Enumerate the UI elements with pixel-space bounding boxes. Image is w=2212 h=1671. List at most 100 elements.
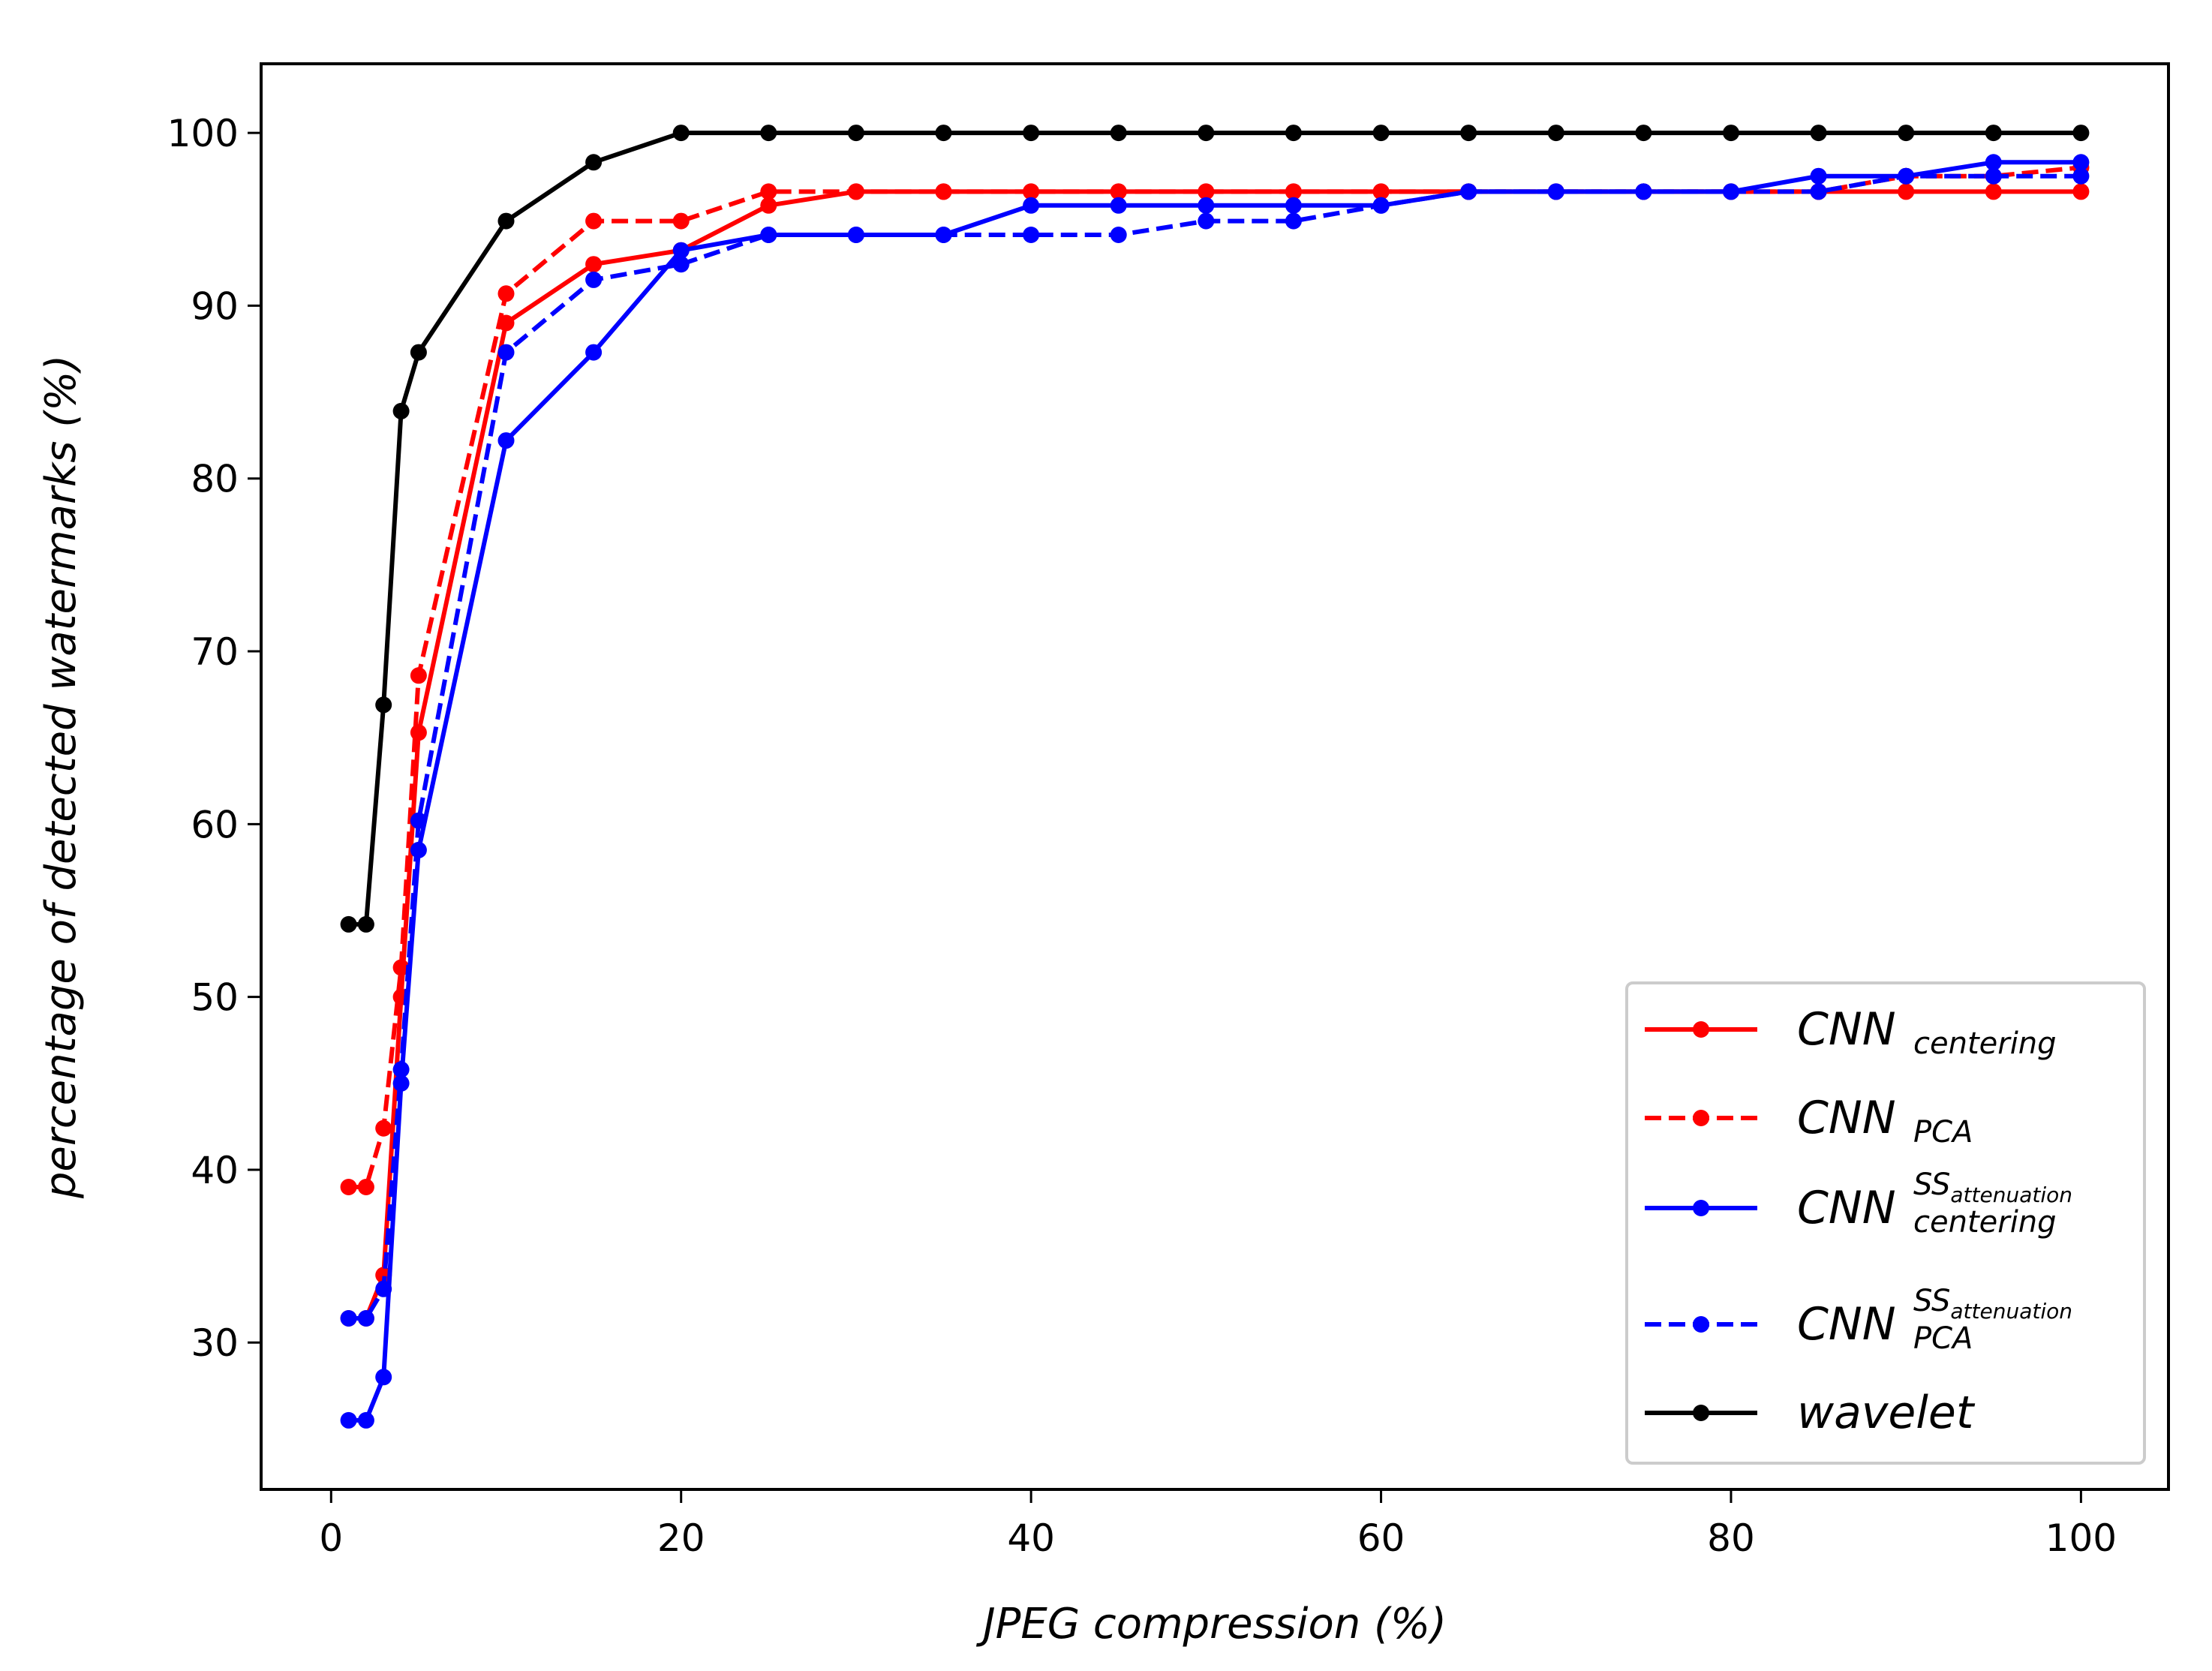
legend-label: CNN centering	[1797, 1003, 2057, 1061]
legend-label-base: wavelet	[1797, 1387, 1976, 1439]
legend-label: CNN PCA	[1797, 1092, 1973, 1150]
data-point	[1898, 125, 1915, 142]
data-point	[410, 344, 427, 361]
data-point	[357, 1411, 374, 1429]
data-point	[1460, 183, 1477, 200]
legend-entry: CNN PCASSattenuation	[1645, 1284, 2072, 1356]
data-point	[1285, 212, 1302, 230]
y-tick-label: 30	[191, 1321, 239, 1365]
legend-marker	[1693, 1316, 1709, 1333]
legend-marker	[1693, 1110, 1709, 1126]
data-point	[1023, 227, 1040, 243]
data-point	[357, 1310, 374, 1327]
data-point	[1372, 183, 1390, 200]
data-point	[1110, 197, 1127, 214]
y-tick-label: 40	[191, 1149, 239, 1192]
data-point	[585, 212, 603, 230]
plot-frame	[260, 62, 2170, 1491]
data-point	[672, 125, 690, 142]
legend-marker	[1693, 1021, 1709, 1038]
data-point	[2072, 183, 2090, 200]
data-point	[1198, 183, 1215, 200]
data-point	[585, 154, 603, 171]
data-point	[1810, 125, 1827, 142]
data-point	[2072, 154, 2090, 171]
y-tick-label: 100	[167, 112, 239, 155]
y-axis-label: percentage of detected watermarks (%)	[37, 355, 86, 1199]
series-layer	[340, 125, 2090, 1429]
data-point	[1285, 183, 1302, 200]
data-point	[375, 1369, 392, 1386]
data-point	[1985, 125, 2002, 142]
data-point	[935, 125, 952, 142]
data-point	[1023, 183, 1040, 200]
series-line	[348, 173, 2081, 1321]
data-point	[585, 256, 603, 273]
data-point	[760, 227, 777, 243]
data-point	[672, 256, 690, 273]
y-tick-label: 60	[191, 803, 239, 846]
data-point	[1110, 125, 1127, 142]
x-tick-label: 40	[1007, 1516, 1055, 1560]
data-point	[1110, 227, 1127, 243]
data-point	[497, 432, 515, 449]
data-point	[672, 212, 690, 230]
legend-label-superscript: SS	[1913, 1168, 1950, 1202]
data-point	[1023, 125, 1040, 142]
legend-entry: CNN centeringSSattenuation	[1645, 1168, 2072, 1240]
data-point	[392, 402, 410, 419]
legend-marker	[1693, 1200, 1709, 1216]
data-point	[585, 271, 603, 288]
data-point	[847, 183, 864, 200]
y-tick-label: 50	[191, 976, 239, 1020]
data-point	[1198, 197, 1215, 214]
legend-label: CNN PCASSattenuation	[1797, 1284, 2072, 1356]
data-point	[392, 1074, 410, 1092]
data-point	[1810, 167, 1827, 185]
data-point	[340, 1179, 357, 1195]
x-tick-label: 0	[319, 1516, 343, 1560]
data-point	[340, 1310, 357, 1327]
x-tick-label: 80	[1707, 1516, 1755, 1560]
data-point	[1985, 183, 2002, 200]
data-point	[1898, 167, 1915, 185]
data-point	[1547, 183, 1564, 200]
data-point	[1810, 183, 1827, 200]
y-tick-label: 70	[191, 630, 239, 674]
legend-label-base: CNN	[1797, 1003, 1896, 1056]
data-point	[392, 959, 410, 976]
data-point	[357, 1179, 374, 1195]
data-point	[1985, 154, 2002, 171]
data-point	[340, 1411, 357, 1429]
data-point	[2072, 167, 2090, 185]
legend-entry: wavelet	[1645, 1387, 1976, 1439]
x-tick-label: 20	[657, 1516, 705, 1560]
legend-label-superscript-subscript: attenuation	[1950, 1299, 2072, 1324]
legend-entry: CNN centering	[1645, 1003, 2057, 1061]
legend-marker	[1693, 1405, 1709, 1421]
data-point	[1723, 183, 1739, 200]
data-point	[497, 212, 515, 230]
legend-label-base: CNN	[1797, 1182, 1896, 1234]
data-point	[410, 812, 427, 829]
data-point	[1898, 183, 1915, 200]
legend-label-subscript: PCA	[1913, 1321, 1973, 1356]
legend-label-base: CNN	[1797, 1298, 1896, 1351]
data-point	[1985, 167, 2002, 185]
x-axis: 0 20 40 60 80 100	[319, 1489, 2117, 1560]
legend-label-base: CNN	[1797, 1092, 1896, 1144]
legend-label: CNN centeringSSattenuation	[1797, 1168, 2072, 1240]
data-point	[1372, 197, 1390, 214]
data-point	[760, 125, 777, 142]
data-point	[375, 696, 392, 714]
data-point	[1023, 197, 1040, 214]
data-point	[1198, 212, 1215, 230]
legend-entry: CNN PCA	[1645, 1092, 1973, 1150]
data-point	[1372, 125, 1390, 142]
data-point	[1723, 125, 1739, 142]
legend-label-subscript: centering	[1913, 1026, 2057, 1061]
legend-label-subscript: centering	[1913, 1205, 2057, 1240]
data-point	[357, 915, 374, 933]
data-point	[1198, 125, 1215, 142]
